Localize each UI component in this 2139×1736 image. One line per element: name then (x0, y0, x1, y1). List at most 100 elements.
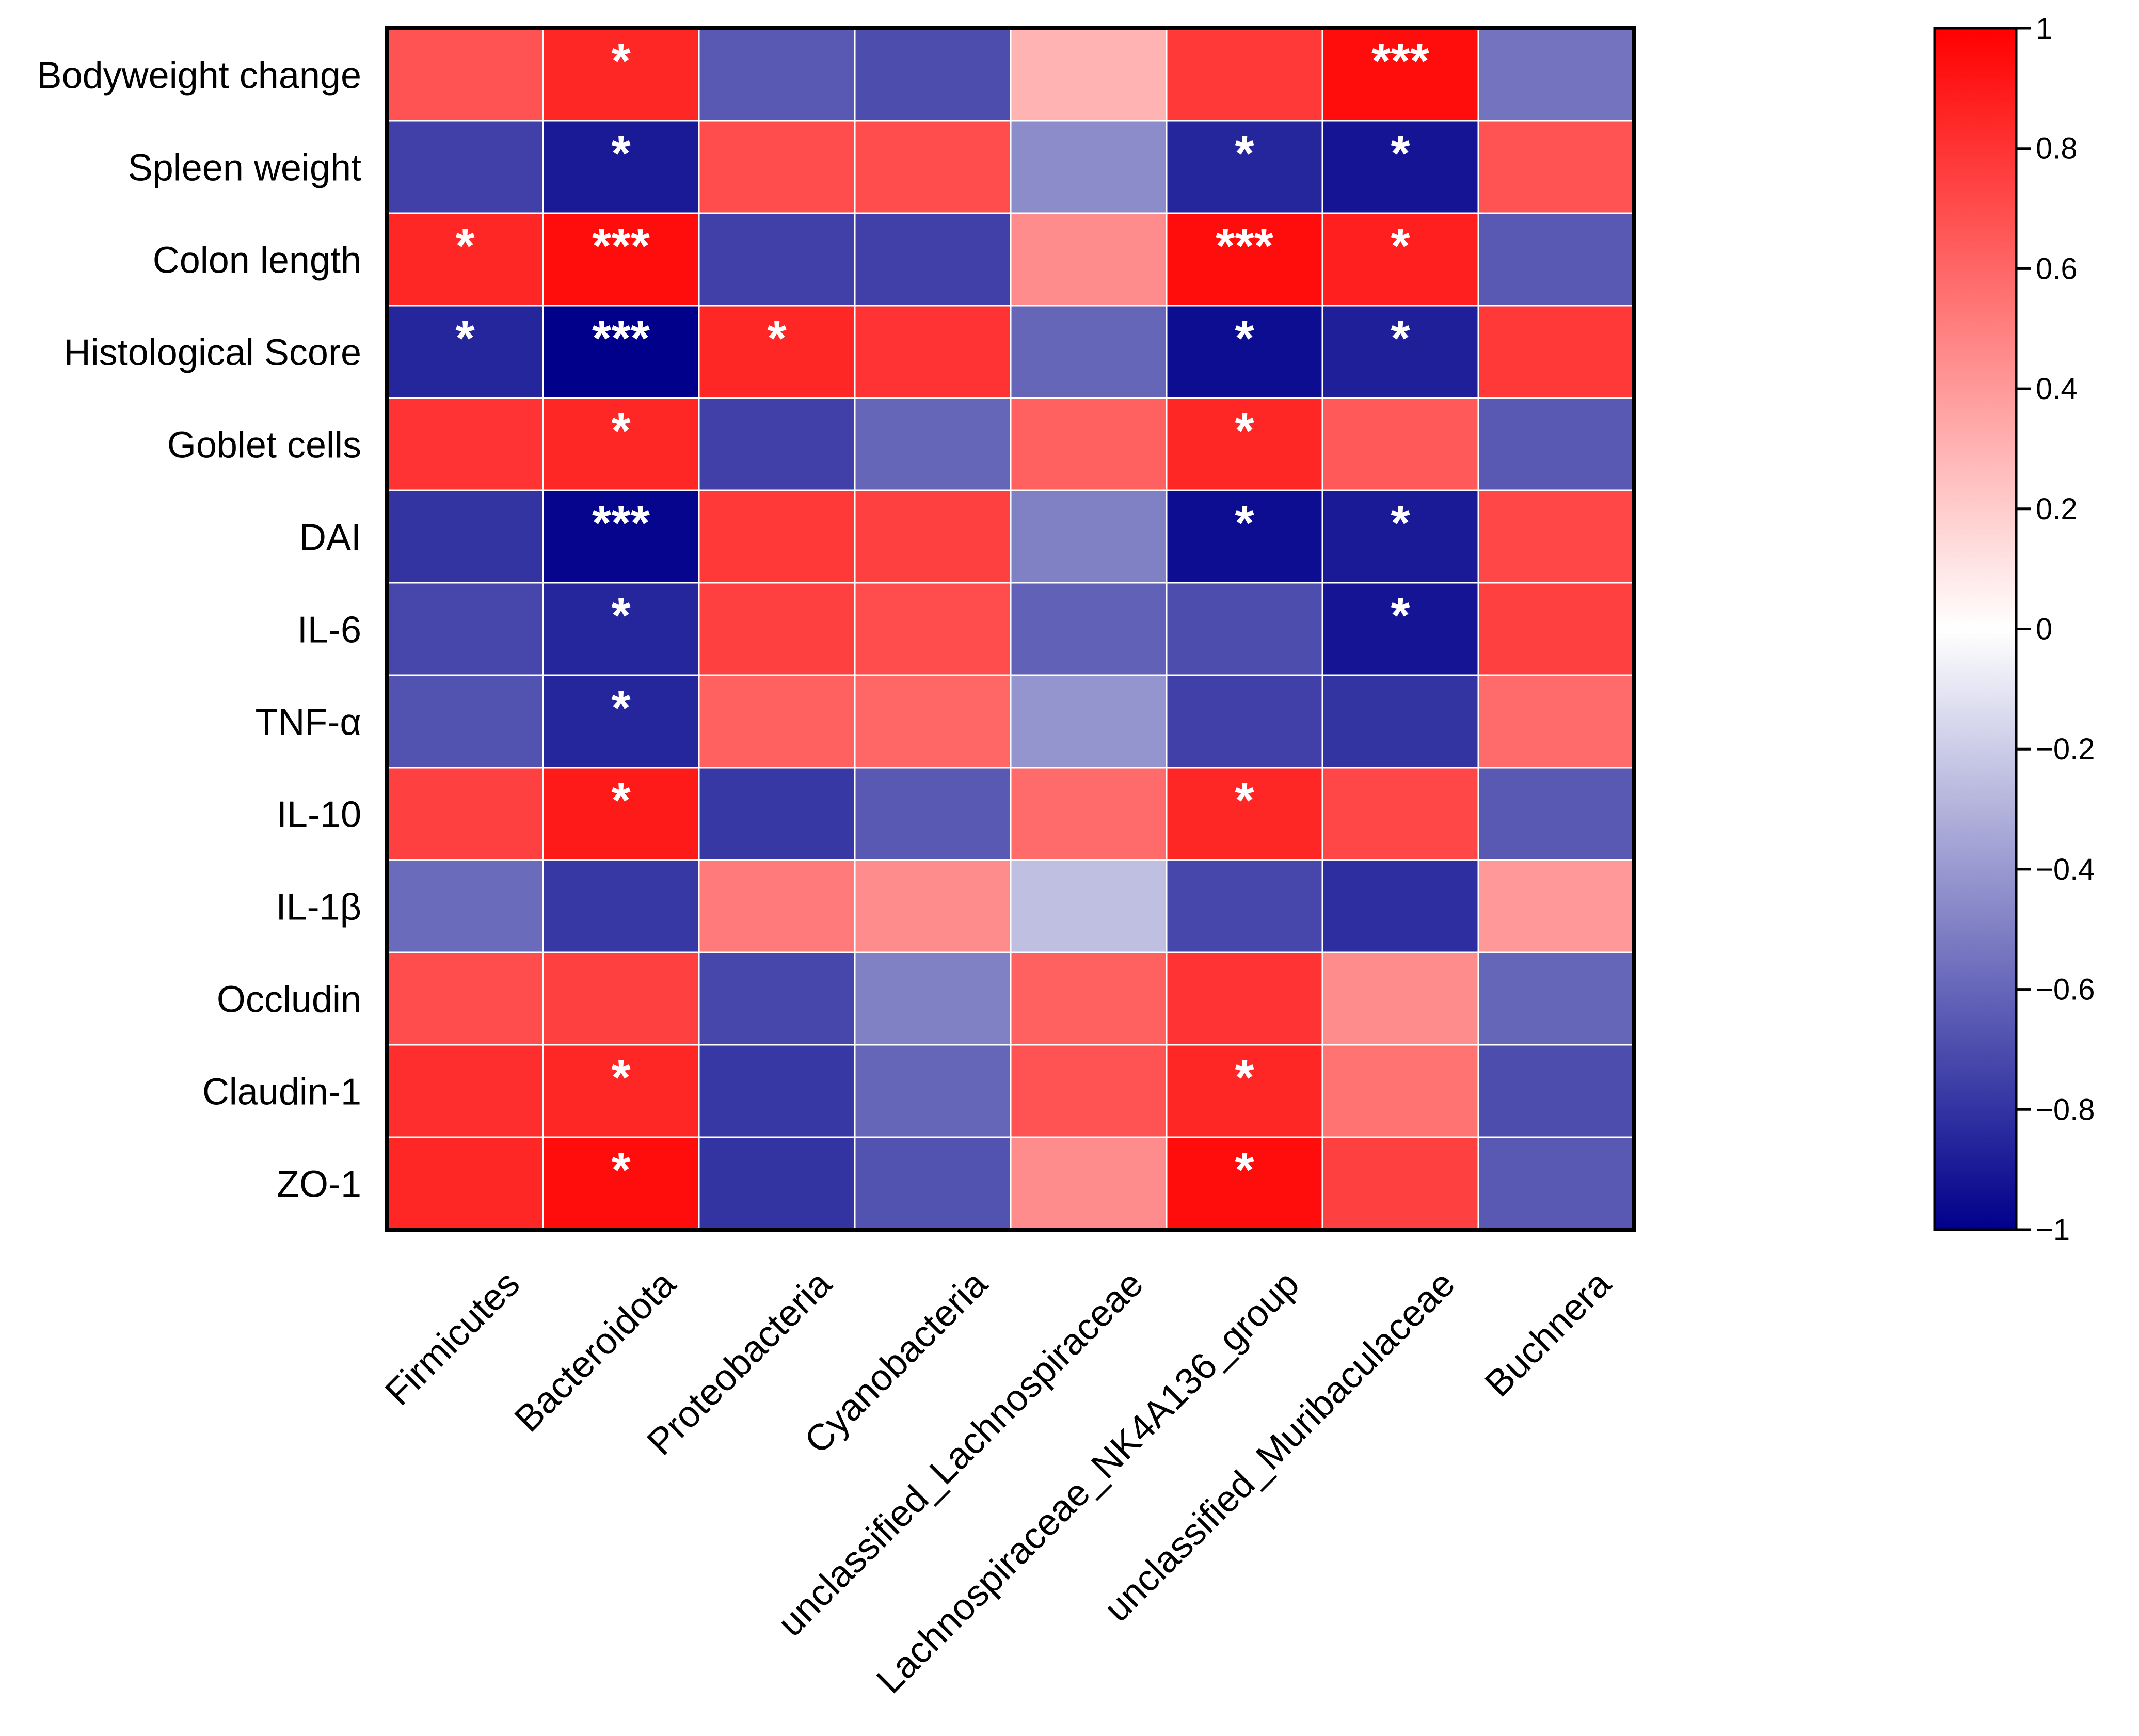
heatmap-cell (1166, 120, 1323, 214)
heatmap-cell (698, 489, 856, 584)
heatmap-cell (698, 767, 856, 861)
colorbar-tick-label: −0.2 (2036, 732, 2095, 766)
heatmap-cell (854, 397, 1012, 491)
heatmap-cell (1477, 951, 1635, 1046)
significance-marker: * (1235, 1050, 1254, 1105)
colorbar-tick-label: 0.8 (2036, 132, 2078, 166)
heatmap-cell (1166, 212, 1323, 307)
heatmap-cell (386, 767, 544, 861)
heatmap-frame (385, 26, 1636, 1232)
heatmap-cell (1477, 305, 1635, 399)
heatmap-cell (1010, 212, 1168, 307)
heatmap-cell (542, 859, 700, 953)
heatmap-cell (1321, 582, 1479, 676)
significance-marker: * (1235, 126, 1254, 181)
colorbar-tick-label: −0.4 (2036, 853, 2095, 886)
significance-marker: * (1235, 773, 1254, 828)
heatmap-cell (1010, 582, 1168, 676)
heatmap-cell (698, 1136, 856, 1231)
heatmap-cell (1010, 120, 1168, 214)
significance-marker: * (611, 773, 631, 828)
heatmap-cell (386, 674, 544, 769)
heatmap-cell (1321, 859, 1479, 953)
significance-marker: * (611, 1142, 631, 1198)
heatmap-cell (1321, 767, 1479, 861)
colorbar-tick-label: −0.6 (2036, 973, 2095, 1007)
heatmap-cell (542, 951, 700, 1046)
heatmap-cell (1166, 305, 1323, 399)
heatmap-cell (386, 1136, 544, 1231)
heatmap-cell (698, 305, 856, 399)
heatmap-cell (1477, 582, 1635, 676)
row-label: DAI (299, 517, 361, 559)
significance-marker: * (455, 311, 475, 366)
heatmap-cell (1321, 1136, 1479, 1231)
row-label: Goblet cells (167, 425, 361, 466)
heatmap-cell (1010, 27, 1168, 122)
heatmap-cell (698, 1044, 856, 1138)
heatmap-cell (1321, 120, 1479, 214)
heatmap-cell (1321, 489, 1479, 584)
heatmap-cell (1477, 674, 1635, 769)
heatmap-cell (1166, 1136, 1323, 1231)
heatmap-cell (854, 951, 1012, 1046)
row-label: ZO-1 (277, 1164, 361, 1205)
colorbar-tick-label: 0.6 (2036, 252, 2078, 285)
heatmap-cell (1010, 397, 1168, 491)
colorbar-gradient (1933, 27, 2018, 1231)
significance-marker: * (1391, 218, 1410, 274)
heatmap-cell (854, 489, 1012, 584)
significance-marker: *** (592, 311, 650, 366)
heatmap-cell (1477, 27, 1635, 122)
heatmap-cell (1477, 767, 1635, 861)
heatmap-cell (1166, 397, 1323, 491)
heatmap-cell (1010, 489, 1168, 584)
heatmap-cell (386, 951, 544, 1046)
heatmap-cell (854, 27, 1012, 122)
heatmap-cell (854, 859, 1012, 953)
significance-marker: * (767, 311, 787, 366)
heatmap-cell (698, 859, 856, 953)
column-labels: FirmicutesBacteroidotaProteobacteriaCyan… (377, 1263, 1619, 1701)
row-label: Colon length (153, 240, 361, 281)
heatmap-cell (386, 1044, 544, 1138)
significance-marker: * (1235, 1142, 1254, 1198)
heatmap-cell (1010, 951, 1168, 1046)
significance-marker: * (1235, 311, 1254, 366)
significance-marker: *** (1216, 218, 1274, 274)
colorbar-tick-label: 0 (2036, 613, 2052, 646)
heatmap-cell (1477, 1136, 1635, 1231)
heatmap-cell (854, 674, 1012, 769)
heatmap-cell (386, 489, 544, 584)
row-label: Spleen weight (128, 148, 361, 189)
heatmap-cell (542, 120, 700, 214)
column-label: Firmicutes (377, 1263, 528, 1413)
column-label: Bacteroidota (507, 1263, 684, 1440)
row-label: IL-1β (276, 887, 361, 928)
heatmap-cell (1321, 674, 1479, 769)
colorbar-tick-label: −1 (2036, 1213, 2070, 1247)
heatmap-cell (854, 582, 1012, 676)
heatmap-cell (386, 212, 544, 307)
heatmap-cell (698, 951, 856, 1046)
heatmap-cell (854, 1136, 1012, 1231)
heatmap-cell (1477, 397, 1635, 491)
heatmap-cell (1010, 1044, 1168, 1138)
heatmap-cell (854, 767, 1012, 861)
column-label: Buchnera (1477, 1263, 1619, 1405)
heatmap-cell (542, 582, 700, 676)
significance-marker: * (611, 126, 631, 181)
heatmap-cell (1321, 27, 1479, 122)
heatmap-cell (1166, 859, 1323, 953)
heatmap-cell (386, 397, 544, 491)
heatmap-cell (698, 582, 856, 676)
colorbar-ticks: 1 0.8 0.6 0.4 0.2 0 −0.2 −0.4 −0.6 −0.8 −1 (2016, 12, 2095, 1247)
heatmap-cell (1010, 767, 1168, 861)
significance-marker: * (1391, 126, 1410, 181)
heatmap-cell (698, 397, 856, 491)
heatmap-cell (1477, 1044, 1635, 1138)
heatmap-cell (386, 120, 544, 214)
heatmap-cell (854, 212, 1012, 307)
heatmap-grid: * **** * ** *** *** ** *** * * ** **** * ** *** ** ** * (386, 27, 1635, 1231)
